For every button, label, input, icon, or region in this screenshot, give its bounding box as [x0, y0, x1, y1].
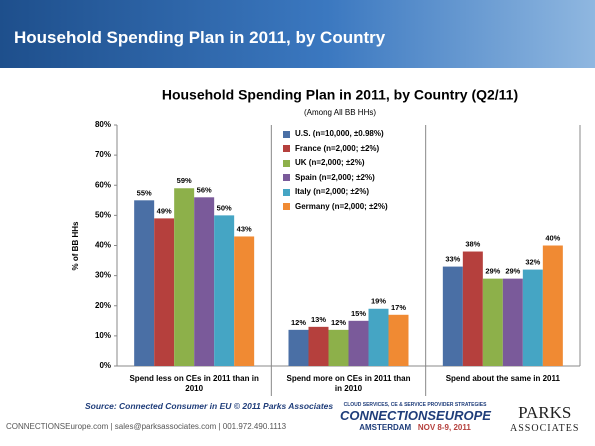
value-label: 12% [291, 318, 306, 327]
bar [154, 218, 175, 366]
bar [482, 278, 503, 366]
bar [134, 200, 155, 366]
header-title: Household Spending Plan in 2011, by Coun… [14, 28, 386, 47]
bar [328, 329, 349, 366]
legend-swatch [283, 203, 290, 211]
y-tick-label: 20% [95, 301, 111, 310]
legend-label: Spain (n=2,000; ±2%) [295, 172, 375, 182]
legend-label: UK (n=2,000; ±2%) [295, 158, 365, 167]
y-tick-label: 70% [95, 150, 111, 159]
bar [462, 251, 483, 366]
value-label: 32% [525, 258, 540, 267]
y-tick-label: 80% [95, 120, 111, 129]
value-label: 12% [331, 318, 346, 327]
legend-item: Spain (n=2,000; ±2%) [283, 171, 388, 186]
chart-title: Household Spending Plan in 2011, by Coun… [162, 87, 518, 103]
value-label: 56% [197, 185, 212, 194]
legend-item: U.S. (n=10,000, ±0.98%) [283, 127, 388, 142]
bar [368, 308, 389, 366]
y-tick-label: 50% [95, 210, 111, 219]
legend-swatch [283, 130, 290, 138]
event-logo: CLOUD SERVICES, CE & SERVICE PROVIDER ST… [340, 402, 491, 432]
legend: U.S. (n=10,000, ±0.98%) France (n=2,000; … [283, 127, 388, 214]
company-sub: ASSOCIATES [510, 423, 580, 434]
x-tick-label: Spend less on CEs in 2011 than in 2010 [129, 374, 259, 393]
bar [502, 278, 523, 366]
value-label: 38% [465, 240, 480, 249]
chart-subtitle: (Among All BB HHs) [304, 108, 376, 117]
bar [388, 314, 409, 366]
event-date: NOV 8-9, 2011 [417, 423, 471, 432]
legend-item: Italy (n=2,000; ±2%) [283, 185, 388, 200]
value-label: 40% [545, 233, 560, 242]
y-tick-label: 60% [95, 180, 111, 189]
y-tick-label: 30% [95, 271, 111, 280]
legend-swatch [283, 145, 290, 153]
value-label: 15% [351, 309, 366, 318]
bar [542, 245, 563, 366]
y-tick-label: 10% [95, 331, 111, 340]
company-logo: PARKS ASSOCIATES [510, 403, 579, 434]
value-label: 13% [311, 315, 326, 324]
value-label: 17% [391, 303, 406, 312]
value-label: 55% [137, 188, 152, 197]
source: Source: Connected Consumer in EU © 2011 … [85, 401, 334, 411]
legend-item: UK (n=2,000; ±2%) [283, 156, 388, 171]
value-label: 49% [157, 206, 172, 215]
bar [174, 188, 195, 366]
y-axis-label: % of BB HHs [71, 221, 80, 270]
value-label: 33% [445, 255, 460, 264]
event-city: AMSTERDAM [359, 423, 412, 432]
bar [442, 266, 463, 366]
legend-swatch [283, 188, 290, 196]
footer-contact: CONNECTIONSEurope.com | sales@parksassoc… [6, 422, 287, 431]
company-name: PARKS [518, 403, 572, 422]
value-label: 43% [237, 224, 252, 233]
event-tagline: CLOUD SERVICES, CE & SERVICE PROVIDER ST… [343, 402, 487, 408]
legend-label: Germany (n=2,000; ±2%) [295, 201, 388, 211]
y-tick-label: 0% [99, 361, 111, 370]
value-label: 59% [177, 176, 192, 185]
legend-swatch [283, 174, 290, 182]
bar [348, 320, 369, 366]
value-label: 50% [217, 203, 232, 212]
y-tick-label: 40% [95, 241, 111, 250]
bar [234, 236, 255, 366]
legend-label: Italy (n=2,000; ±2%) [295, 187, 369, 196]
legend-item: France (n=2,000; ±2%) [283, 142, 388, 157]
bar [288, 329, 309, 366]
value-label: 29% [485, 267, 500, 276]
x-tick-label: Spend about the same in 2011 [445, 374, 560, 383]
bar [522, 269, 543, 366]
event-name: CONNECTIONSEUROPE [340, 408, 491, 423]
bar [214, 215, 235, 366]
bar [194, 197, 215, 366]
header-banner: Household Spending Plan in 2011, by Coun… [0, 0, 595, 68]
x-tick-label: Spend more on CEs in 2011 than in 2010 [286, 374, 411, 393]
legend-item: Germany (n=2,000; ±2%) [283, 200, 388, 215]
bar [308, 326, 329, 366]
legend-label: U.S. (n=10,000, ±0.98%) [295, 129, 384, 138]
legend-label: France (n=2,000; ±2%) [295, 143, 380, 153]
value-label: 29% [505, 267, 520, 276]
value-label: 19% [371, 297, 386, 306]
legend-swatch [283, 159, 290, 167]
